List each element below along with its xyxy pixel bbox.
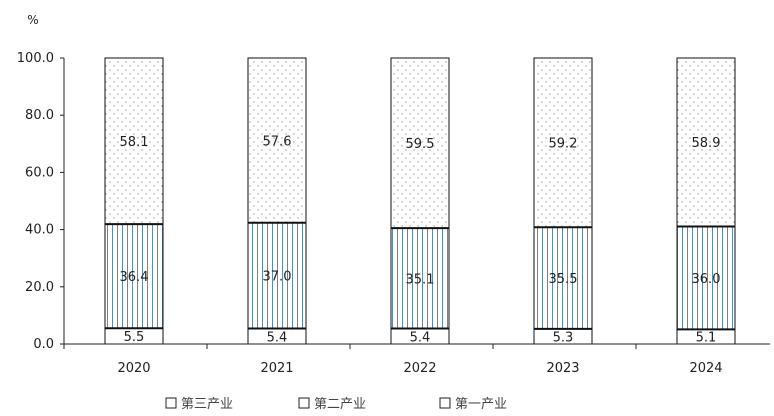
bar-segment xyxy=(105,58,163,225)
y-axis: 0.0 20.0 40.0 60.0 80.0 100.0 xyxy=(17,51,65,352)
x-tick-label: 2022 xyxy=(403,361,436,376)
data-label: 35.5 xyxy=(549,272,578,287)
legend-swatch xyxy=(298,397,310,409)
data-label: 59.5 xyxy=(406,137,435,152)
data-label-bg xyxy=(692,329,720,345)
bars: 5.5 36.4 58.1 5.4 37.0 57.6 5.4 35.1 59.5 5.3 35.5… xyxy=(104,57,736,346)
data-label: 5.3 xyxy=(553,330,574,345)
y-tick-label: 60.0 xyxy=(25,165,54,180)
bar-segment xyxy=(248,222,306,329)
bar-segment xyxy=(248,58,306,223)
y-tick-label: 40.0 xyxy=(25,223,54,238)
bar-segment xyxy=(534,58,592,228)
legend-swatch xyxy=(439,397,451,409)
data-label: 5.4 xyxy=(267,330,288,345)
data-label: 5.4 xyxy=(410,330,431,345)
x-tick-label: 2023 xyxy=(546,361,579,376)
data-label: 58.1 xyxy=(120,135,149,150)
legend-label: 第二产业 xyxy=(314,397,366,412)
x-tick-label: 2020 xyxy=(117,361,150,376)
legend-label: 第三产业 xyxy=(181,397,233,412)
data-label: 5.5 xyxy=(124,330,145,345)
data-label-bg xyxy=(120,329,148,345)
data-label-bg xyxy=(263,329,291,345)
x-tick-label: 2024 xyxy=(689,361,722,376)
legend: 第三产业 第二产业 第一产业 xyxy=(165,397,507,412)
data-label: 37.0 xyxy=(263,270,292,285)
y-tick-label: 100.0 xyxy=(17,51,54,66)
bar-segment xyxy=(677,226,735,330)
y-tick-label: 80.0 xyxy=(25,108,54,123)
x-tick-label: 2021 xyxy=(260,361,293,376)
data-label: 5.1 xyxy=(696,331,717,346)
bar-segment xyxy=(391,58,449,229)
bar-segment xyxy=(391,228,449,329)
legend-swatch xyxy=(165,397,177,409)
data-label: 59.2 xyxy=(549,137,578,152)
data-label: 57.6 xyxy=(263,134,292,149)
data-label-bg xyxy=(549,329,577,345)
bar-segment xyxy=(105,224,163,329)
y-unit-label: % xyxy=(27,13,38,27)
bar-segment xyxy=(677,58,735,227)
data-label: 36.0 xyxy=(692,272,721,287)
y-tick-label: 20.0 xyxy=(25,280,54,295)
data-label: 58.9 xyxy=(692,136,721,151)
x-axis: 2020 2021 2022 2023 2024 xyxy=(63,343,770,376)
legend-label: 第一产业 xyxy=(455,397,507,412)
data-label: 35.1 xyxy=(406,272,435,287)
data-label: 36.4 xyxy=(120,270,149,285)
bar-segment xyxy=(534,227,592,329)
data-label-bg xyxy=(406,329,434,345)
y-tick-label: 0.0 xyxy=(33,337,54,352)
